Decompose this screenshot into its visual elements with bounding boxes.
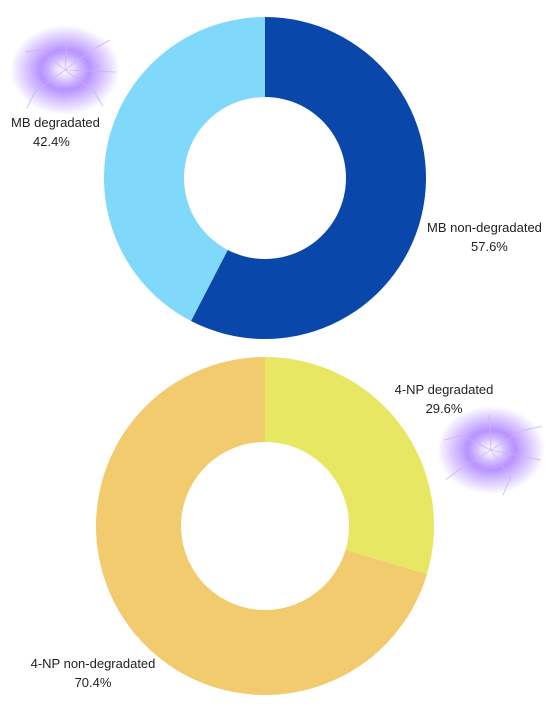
slice-name: 4-NP non-degradated xyxy=(30,656,156,671)
donut-slice-mb-non-degradated xyxy=(191,17,426,339)
lightning-glow-icon xyxy=(10,25,120,115)
donut-slice-4-np-degradated xyxy=(265,357,434,575)
donut-slice-mb-degradated xyxy=(104,17,265,321)
slice-value: 70.4% xyxy=(74,675,112,690)
slice-value: 29.6% xyxy=(425,401,463,416)
lightning-glow-icon xyxy=(436,405,546,496)
slice-value: 57.6% xyxy=(471,239,508,254)
donut-chart-2 xyxy=(96,357,434,696)
slice-name: MB non-degradated xyxy=(427,220,542,235)
slice-value: 42.4% xyxy=(33,134,70,149)
slice-name: 4-NP degradated xyxy=(394,382,494,397)
donut-chart-1 xyxy=(104,17,426,339)
slice-label-4np-degradated: 4-NP degradated 29.6% xyxy=(383,380,505,418)
slice-label-mb-degradated: MB degradated 42.4% xyxy=(11,113,100,151)
donut-slice-4-np-non-degradated xyxy=(96,357,427,696)
slice-name: MB degradated xyxy=(11,115,100,130)
slice-label-mb-non-degradated: MB non-degradated 57.6% xyxy=(427,218,542,256)
slice-label-4np-non-degradated: 4-NP non-degradated 70.4% xyxy=(8,654,178,692)
